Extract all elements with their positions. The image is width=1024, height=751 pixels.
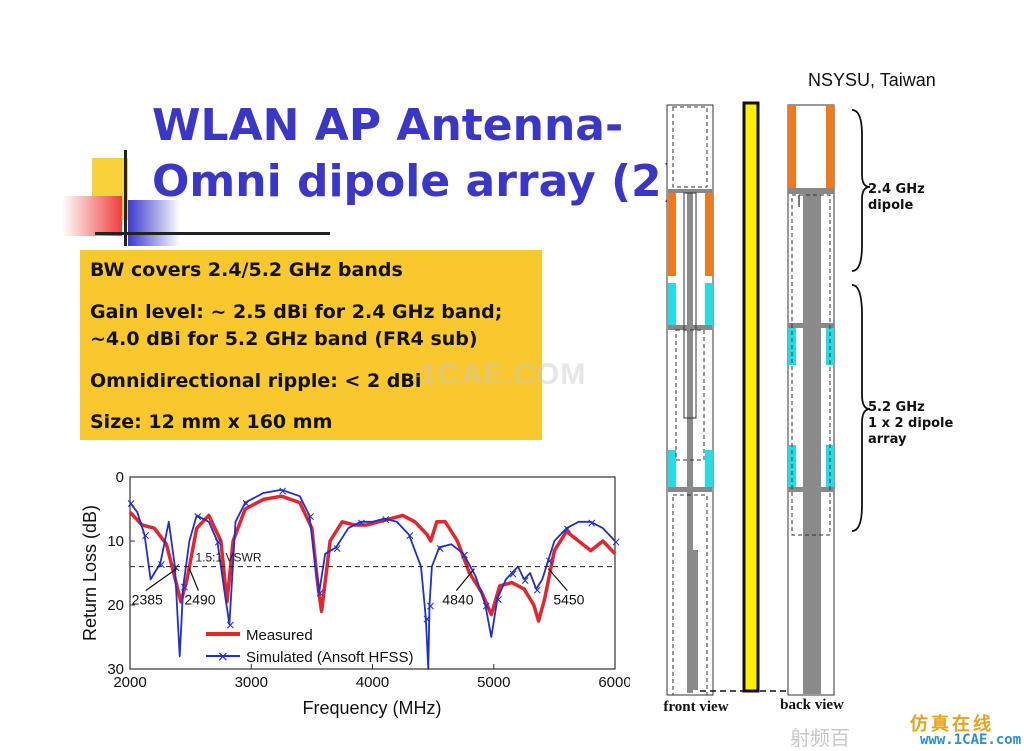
- spec-ripple: Omnidirectional ripple: < 2 dBi: [90, 370, 422, 392]
- simulated-marker: ×: [587, 516, 597, 530]
- simulated-marker: ×: [305, 509, 315, 523]
- legend-simulated-marker: ×: [217, 649, 229, 665]
- chart-ylabel: Return Loss (dB): [80, 505, 100, 641]
- spec-bandwidth: BW covers 2.4/5.2 GHz bands: [90, 259, 403, 281]
- x-tick-label-3: 5000: [477, 674, 510, 691]
- y-tick-label-1: 10: [107, 533, 124, 550]
- simulated-marker: ×: [126, 497, 136, 511]
- spec-gain-52: ~4.0 dBi for 5.2 GHz band (FR4 sub): [90, 328, 478, 350]
- simulated-marker: ×: [278, 484, 288, 498]
- annotation-arrow-0: [145, 568, 178, 592]
- chart-legend: Measured × Simulated (Ansoft HFSS): [206, 627, 414, 666]
- antenna-diagram: 2.4 GHz dipole 5.2 GHz 1 x 2 dipole arra…: [663, 101, 954, 715]
- simulated-marker: ×: [213, 535, 223, 549]
- brace-52ghz: [851, 284, 871, 532]
- title-line-1: WLAN AP Antenna-: [152, 100, 624, 151]
- simulated-marker: ×: [532, 583, 542, 597]
- label-52ghz-line3: array: [868, 432, 907, 447]
- simulated-marker: ×: [544, 554, 554, 568]
- simulated-marker: ×: [405, 529, 415, 543]
- simulated-marker: ×: [315, 586, 325, 600]
- simulated-marker: ×: [193, 509, 203, 523]
- affiliation: NSYSU, Taiwan: [808, 70, 936, 90]
- annotation-label-3: 5450: [553, 592, 584, 608]
- label-24ghz-line1: 2.4 GHz: [868, 182, 925, 197]
- simulated-marker: ×: [563, 522, 573, 536]
- brace-24ghz: [851, 109, 871, 272]
- simulated-marker: ×: [435, 541, 445, 555]
- simulated-marker: ×: [141, 529, 151, 543]
- legend-measured-label: Measured: [246, 627, 313, 644]
- legend-simulated-label: Simulated (Ansoft HFSS): [246, 649, 414, 666]
- front-view-drawing: [666, 104, 714, 696]
- y-tick-label-2: 20: [107, 597, 124, 614]
- title-line-2: Omni dipole array (2): [152, 156, 682, 207]
- simulated-marker: ×: [481, 599, 491, 613]
- simulated-marker: ×: [520, 573, 530, 587]
- annotation-arrow-1: [188, 568, 199, 591]
- label-52ghz-line1: 5.2 GHz: [868, 400, 925, 415]
- simulated-marker: ×: [241, 497, 251, 511]
- deco-red-square: [62, 196, 122, 236]
- deco-blue-square: [128, 200, 180, 246]
- deco-vertical-line: [124, 150, 127, 246]
- series-line-1: [129, 488, 616, 670]
- simulated-marker: ×: [508, 567, 518, 581]
- annotation-label-2: 4840: [442, 592, 473, 608]
- watermark: 1CAE.COM: [420, 358, 587, 391]
- back-view-drawing: [787, 104, 835, 696]
- simulated-marker: ×: [225, 618, 235, 632]
- front-view-label: front view: [663, 699, 728, 715]
- spec-size: Size: 12 mm x 160 mm: [90, 411, 333, 433]
- footer-watermark: 射频百: [790, 726, 850, 750]
- simulated-marker: ×: [425, 599, 435, 613]
- y-tick-label-3: 30: [107, 661, 124, 678]
- spec-box: BW covers 2.4/5.2 GHz bands Gain level: …: [80, 250, 542, 440]
- vswr-label: 1.5:1 VSWR: [195, 551, 261, 565]
- x-tick-label-4: 6000: [598, 674, 630, 691]
- simulated-marker: ×: [179, 580, 189, 594]
- simulated-marker: ×: [171, 561, 181, 575]
- x-tick-label-2: 4000: [356, 674, 389, 691]
- annotation-label-1: 2490: [184, 592, 215, 608]
- annotation-label-0: 2385: [132, 592, 163, 608]
- footer-url: www.1CAE.com: [920, 732, 1022, 748]
- x-tick-label-1: 3000: [235, 674, 268, 691]
- simulated-marker: ×: [156, 557, 166, 571]
- simulated-marker: ×: [493, 593, 503, 607]
- simulated-marker: ×: [459, 548, 469, 562]
- y-tick-label-0: 0: [116, 469, 124, 486]
- page-title: WLAN AP Antenna- Omni dipole array (2): [152, 98, 682, 210]
- x-tick-label-0: 2000: [113, 674, 146, 691]
- simulated-marker: ×: [356, 516, 366, 530]
- simulated-marker: ×: [332, 541, 342, 555]
- substrate-edge: [742, 101, 760, 693]
- spec-gain-24: Gain level: ~ 2.5 dBi for 2.4 GHz band;: [90, 301, 503, 323]
- chart-xlabel: Frequency (MHz): [302, 698, 441, 718]
- plot-frame: [129, 476, 616, 670]
- annotation-arrow-3: [547, 568, 568, 591]
- back-view-label: back view: [780, 697, 844, 713]
- annotation-arrow-2: [455, 568, 475, 591]
- simulated-marker: ×: [381, 513, 391, 527]
- simulated-marker: ×: [611, 535, 621, 549]
- footer-site-name: 仿真在线: [910, 714, 994, 735]
- label-52ghz-line2: 1 x 2 dipole: [868, 416, 954, 431]
- deco-horizontal-line: [95, 232, 330, 235]
- label-24ghz-line2: dipole: [868, 198, 913, 213]
- simulated-marker: ×: [422, 612, 432, 626]
